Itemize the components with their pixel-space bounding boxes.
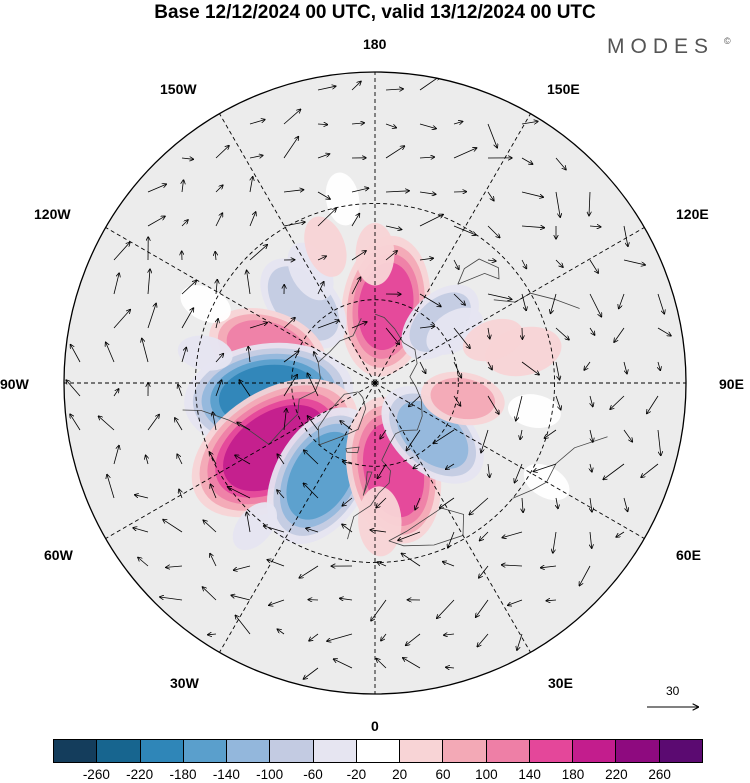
colorbar-tick-label: 20 <box>392 767 407 782</box>
colorbar-tick-label: -100 <box>256 767 283 782</box>
colorbar-segment <box>227 740 270 762</box>
colorbar-tick-label: -220 <box>126 767 153 782</box>
lon-label-120e: 120E <box>676 206 709 222</box>
colorbar-tick-label: 140 <box>518 767 541 782</box>
lon-label-60e: 60E <box>676 547 701 563</box>
colorbar-tick-label: 260 <box>648 767 671 782</box>
polar-map <box>0 0 750 783</box>
colorbar-tick-label: 220 <box>605 767 628 782</box>
colorbar-segment <box>314 740 357 762</box>
colorbar-tick-label: 100 <box>475 767 498 782</box>
colorbar-tick-label: -140 <box>213 767 240 782</box>
lon-label-120w: 120W <box>34 206 71 222</box>
lon-label-0: 0 <box>371 718 379 734</box>
lon-label-150w: 150W <box>160 81 197 97</box>
reference-vector-value: 30 <box>666 684 679 698</box>
colorbar-segment <box>443 740 486 762</box>
lon-label-60w: 60W <box>44 547 73 563</box>
colorbar-segment <box>530 740 573 762</box>
lon-label-30w: 30W <box>170 675 199 691</box>
colorbar-segment <box>270 740 313 762</box>
lon-label-150e: 150E <box>547 81 580 97</box>
colorbar-segment <box>573 740 616 762</box>
colorbar-segment <box>141 740 184 762</box>
colorbar-tick-label: -60 <box>303 767 323 782</box>
colorbar-segment <box>616 740 659 762</box>
colorbar-tick-label: -260 <box>83 767 110 782</box>
colorbar-segment <box>54 740 97 762</box>
colorbar-tick-label: 180 <box>562 767 585 782</box>
colorbar-segment <box>487 740 530 762</box>
colorbar-tick-label: 60 <box>435 767 450 782</box>
lon-label-90w: 90W <box>0 376 29 392</box>
colorbar-tick-label: -20 <box>347 767 367 782</box>
lon-label-180: 180 <box>363 36 386 52</box>
colorbar-segment <box>357 740 400 762</box>
lon-label-30e: 30E <box>548 675 573 691</box>
colorbar-segment <box>660 740 702 762</box>
colorbar-segment <box>97 740 140 762</box>
colorbar-tick-label: -180 <box>169 767 196 782</box>
colorbar <box>53 739 703 763</box>
lon-label-90e: 90E <box>719 376 744 392</box>
colorbar-segment <box>400 740 443 762</box>
colorbar-segment <box>184 740 227 762</box>
